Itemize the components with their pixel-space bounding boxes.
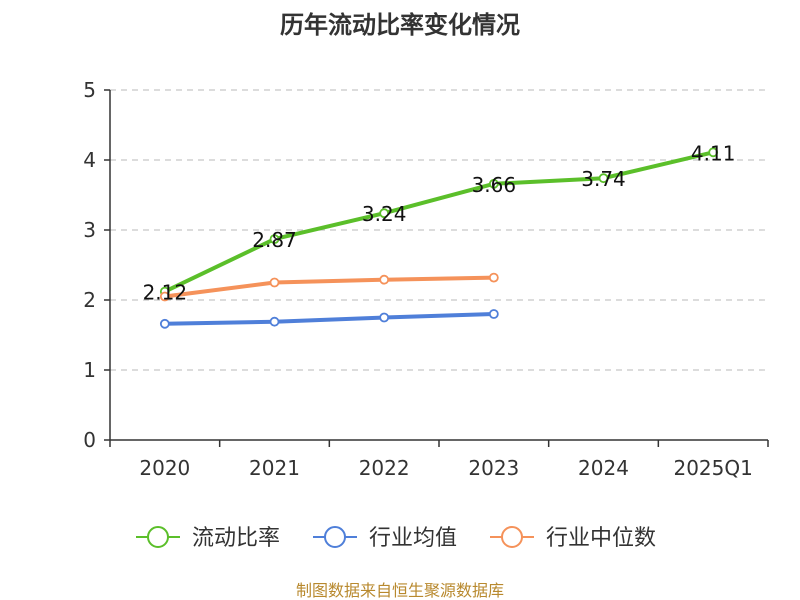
y-tick-label: 0 (83, 428, 96, 452)
legend-label: 行业中位数 (546, 526, 656, 551)
series-line-0 (162, 150, 716, 294)
legend-item[interactable]: 流动比率 (136, 526, 280, 551)
series-points (159, 147, 719, 329)
legend-swatch-marker (501, 526, 523, 548)
y-tick-label: 1 (83, 358, 96, 382)
data-point (269, 234, 280, 245)
data-point (379, 208, 390, 219)
x-tick-label: 2025Q1 (673, 456, 752, 480)
data-point (159, 291, 170, 302)
data-point (598, 173, 609, 184)
legend-swatch-marker (147, 526, 169, 548)
legend-label: 流动比率 (192, 526, 280, 551)
data-label: 4.11 (691, 141, 736, 165)
y-tick-label: 3 (83, 218, 96, 242)
y-tick-label: 5 (83, 78, 96, 102)
x-tick-label: 2024 (578, 456, 629, 480)
data-point (708, 147, 719, 158)
chart-title: 历年流动比率变化情况 (280, 11, 520, 39)
legend-item[interactable]: 行业中位数 (490, 526, 656, 551)
legend-swatch-marker (324, 526, 346, 548)
data-label: 3.74 (581, 167, 626, 191)
legend[interactable]: 流动比率 行业均值 行业中位数 (136, 526, 656, 551)
data-label: 3.66 (472, 173, 517, 197)
axes: 0 1 2 3 4 5 2020 2021 2022 2023 2024 2025Q1 (83, 78, 769, 480)
data-point (488, 178, 499, 189)
y-tick-label: 4 (83, 148, 96, 172)
legend-label: 行业均值 (369, 526, 457, 551)
data-labels: 2.12 2.87 3.24 3.66 3.74 4.11 (143, 141, 736, 304)
data-label: 2.87 (252, 228, 297, 252)
data-point (159, 318, 170, 329)
data-point (269, 277, 280, 288)
series-line-1 (162, 312, 496, 326)
gridlines (110, 89, 768, 371)
data-point (379, 274, 390, 285)
x-tick-label: 2023 (468, 456, 519, 480)
x-tick-label: 2020 (139, 456, 190, 480)
series-line-2 (162, 275, 496, 299)
data-point (379, 312, 390, 323)
series-lines (162, 150, 716, 326)
data-label: 2.12 (143, 281, 188, 305)
x-tick-label: 2021 (249, 456, 300, 480)
legend-item[interactable]: 行业均值 (313, 526, 457, 551)
data-label: 3.24 (362, 202, 407, 226)
data-point (488, 272, 499, 283)
x-tick-label: 2022 (359, 456, 410, 480)
source-note: 制图数据来自恒生聚源数据库 (296, 581, 504, 600)
data-point (269, 316, 280, 327)
y-tick-label: 2 (83, 288, 96, 312)
data-point (488, 309, 499, 319)
